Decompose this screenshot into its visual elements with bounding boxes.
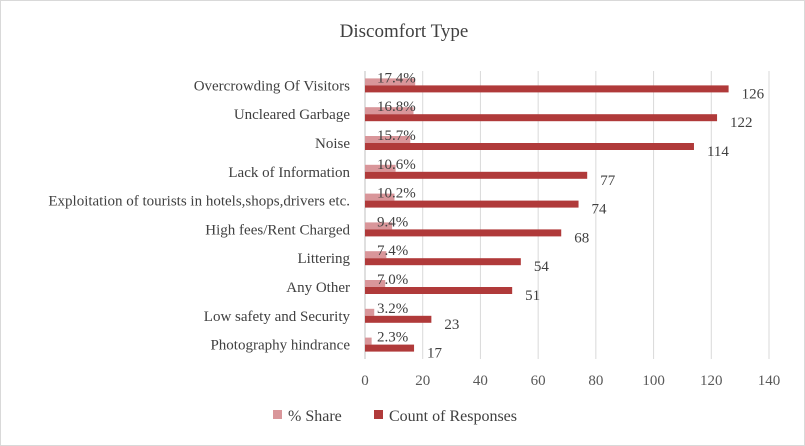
bar-count xyxy=(365,344,415,352)
bar-count xyxy=(365,229,562,237)
bar-share xyxy=(365,308,375,316)
x-tick-label: 20 xyxy=(415,373,430,389)
data-label-share: 7.4% xyxy=(377,243,408,259)
data-label-share: 3.2% xyxy=(377,301,408,317)
bar-share xyxy=(365,107,414,115)
data-label-count: 54 xyxy=(534,259,550,275)
data-label-share: 7.0% xyxy=(377,272,408,288)
category-label: Low safety and Security xyxy=(204,309,351,325)
category-label: Uncleared Garbage xyxy=(234,107,351,123)
bar-count xyxy=(365,171,588,179)
x-tick-label: 40 xyxy=(473,373,488,389)
bar-share xyxy=(365,251,387,259)
legend-swatch-count xyxy=(374,410,383,419)
data-label-share: 15.7% xyxy=(377,128,416,144)
legend-label-share: % Share xyxy=(288,408,342,425)
category-label: Overcrowding Of Visitors xyxy=(194,78,350,94)
category-label: Photography hindrance xyxy=(210,338,350,354)
data-label-share: 9.4% xyxy=(377,214,408,230)
x-tick-label: 60 xyxy=(531,373,546,389)
data-label-count: 68 xyxy=(574,230,589,246)
bar-share xyxy=(365,222,393,230)
bars xyxy=(365,78,729,352)
x-tick-label: 0 xyxy=(361,373,369,389)
data-label-share: 10.2% xyxy=(377,186,416,202)
legend-label-count: Count of Responses xyxy=(389,408,517,425)
x-tick-label: 120 xyxy=(700,373,723,389)
category-labels: Overcrowding Of Visitors Uncleared Garbag… xyxy=(48,78,350,353)
data-label-count: 122 xyxy=(730,115,753,131)
data-label-share: 2.3% xyxy=(377,330,408,346)
x-tick-label: 100 xyxy=(642,373,665,389)
category-label: Littering xyxy=(298,251,351,267)
bar-count xyxy=(365,114,718,122)
bar-count xyxy=(365,287,513,294)
category-label: Any Other xyxy=(286,280,350,296)
data-label-count: 23 xyxy=(444,317,459,333)
category-label: High fees/Rent Charged xyxy=(205,222,350,238)
bar-share xyxy=(365,78,416,86)
data-label-count: 77 xyxy=(600,173,616,189)
data-label-count: 74 xyxy=(592,202,608,218)
bar-share xyxy=(365,193,395,201)
chart-title: Discomfort Type xyxy=(340,21,469,42)
data-label-count: 17 xyxy=(427,346,443,362)
data-label-share: 10.6% xyxy=(377,157,416,173)
data-label-count: 126 xyxy=(742,86,765,102)
bar-share xyxy=(365,136,411,143)
bar-count xyxy=(365,143,694,150)
x-tick-label: 140 xyxy=(758,373,781,389)
x-tick-label: 80 xyxy=(588,373,603,389)
data-label-share: 16.8% xyxy=(377,99,416,115)
x-axis-ticks: 0 20 40 60 80 100 120 140 xyxy=(361,373,780,389)
data-labels: 17.4% 126 16.8% 122 15.7% 114 10.6% 77 10.2% 74 9.… xyxy=(377,70,765,361)
data-label-count: 51 xyxy=(525,288,540,304)
legend-swatch-share xyxy=(273,410,282,419)
data-label-share: 17.4% xyxy=(377,70,416,86)
category-label: Exploitation of tourists in hotels,shops… xyxy=(48,194,350,210)
bar-share xyxy=(365,280,386,287)
legend: % Share Count of Responses xyxy=(273,408,517,425)
category-label: Noise xyxy=(315,136,350,152)
bar-share xyxy=(365,337,372,345)
bar-share xyxy=(365,164,396,172)
bar-count xyxy=(365,258,521,266)
bar-count xyxy=(365,200,579,208)
category-label: Lack of Information xyxy=(228,165,350,181)
bar-count xyxy=(365,85,729,93)
bar-count xyxy=(365,315,432,323)
data-label-count: 114 xyxy=(707,144,729,160)
